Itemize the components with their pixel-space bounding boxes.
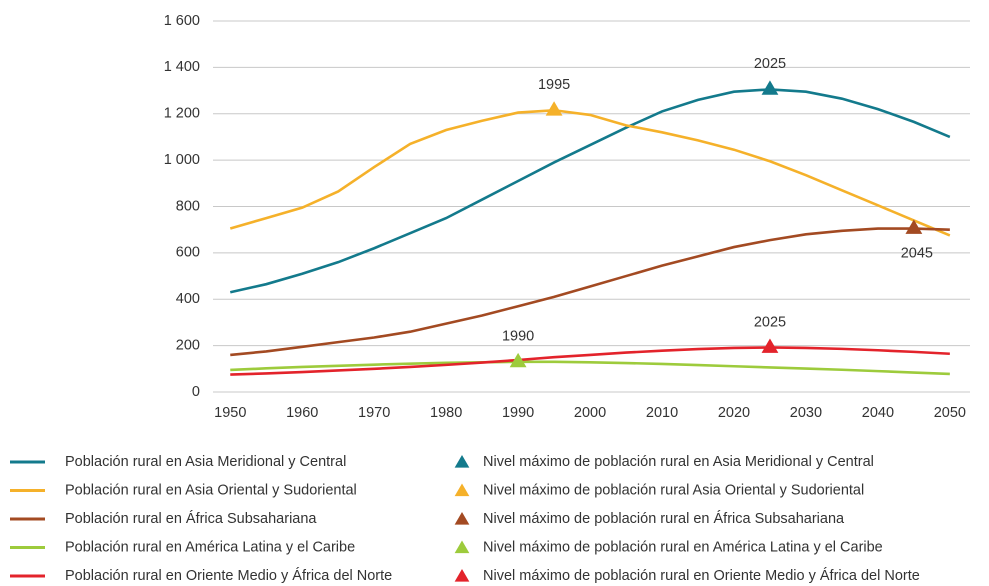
peak-marker: [509, 352, 527, 368]
x-tick-label: 1960: [286, 405, 318, 421]
y-tick-label: 1 400: [164, 59, 200, 75]
x-tick-label: 2020: [718, 405, 750, 421]
series-line: [229, 108, 951, 237]
series-line: [230, 346, 950, 376]
y-tick-label: 200: [176, 337, 200, 353]
peak-marker: [545, 101, 563, 116]
legend-label: Nivel máximo de población rural en Orien…: [483, 567, 920, 584]
legend-label: Nivel máximo de población rural en Áfric…: [483, 510, 845, 527]
x-tick-label: 1950: [214, 405, 246, 421]
peak-label: 1995: [538, 77, 570, 93]
legend-label: Nivel máximo de población rural Asia Ori…: [483, 482, 864, 498]
series-line: [230, 227, 950, 357]
x-tick-label: 1990: [502, 405, 534, 421]
legend-label: Nivel máximo de población rural en Améri…: [483, 539, 883, 555]
legend-label: Población rural en Oriente Medio y Áfric…: [65, 567, 392, 584]
peak-label: 2025: [754, 314, 786, 330]
legend-label: Población rural en Asia Meridional y Cen…: [65, 454, 346, 470]
x-tick-label: 2050: [934, 405, 966, 421]
x-tick-label: 2010: [646, 405, 678, 421]
x-tick-label: 2000: [574, 405, 606, 421]
x-tick-label: 2030: [790, 405, 822, 421]
y-tick-label: 1 000: [164, 152, 200, 168]
legend-label: Nivel máximo de población rural en Asia …: [483, 454, 874, 470]
legend-marker: [454, 540, 470, 554]
peak-marker: [905, 219, 923, 234]
peak-marker: [761, 338, 779, 353]
y-tick-label: 1 600: [164, 13, 200, 29]
legend-label: Población rural en América Latina y el C…: [65, 539, 355, 555]
peak-label: 1990: [502, 329, 534, 345]
x-tick-label: 1980: [430, 405, 462, 421]
legend-label: Población rural en África Subsahariana: [65, 510, 317, 527]
peak-label: 2045: [901, 245, 933, 261]
y-tick-label: 1 200: [164, 106, 200, 122]
y-tick-label: 0: [192, 384, 200, 400]
series-line: [230, 360, 950, 376]
series-line: [229, 88, 951, 294]
legend-marker: [454, 512, 470, 525]
peak-label: 2025: [754, 56, 786, 72]
peak-marker: [761, 80, 779, 95]
legend-marker: [454, 483, 470, 497]
legend-marker: [454, 455, 470, 468]
y-tick-label: 800: [176, 198, 200, 214]
legend-label: Población rural en Asia Oriental y Sudor…: [65, 482, 357, 498]
x-tick-label: 1970: [358, 405, 390, 421]
legend-marker: [454, 569, 470, 582]
x-tick-label: 2040: [862, 405, 894, 421]
y-tick-label: 600: [176, 245, 200, 261]
y-tick-label: 400: [176, 291, 200, 307]
